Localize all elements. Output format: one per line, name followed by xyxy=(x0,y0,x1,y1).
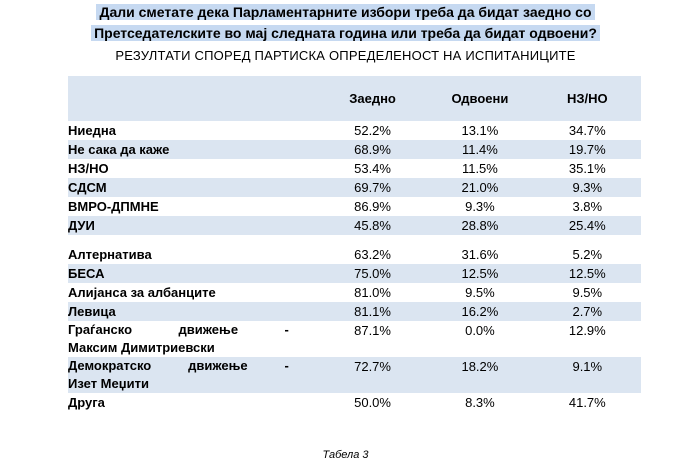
row-label-word-1: Демократско xyxy=(68,358,152,373)
question-line-1: Дали сметате дека Парламентарните избори… xyxy=(96,4,595,20)
row-label: Не сака да каже xyxy=(68,140,319,159)
row-label: НЗ/НО xyxy=(68,161,109,176)
table-spacer xyxy=(68,235,641,245)
cell-separate: 0.0% xyxy=(465,323,495,338)
cell-dont-know: 2.7% xyxy=(533,302,641,321)
cell-together: 81.1% xyxy=(318,302,427,321)
row-label-line-1: Граѓанско движење - xyxy=(68,321,319,339)
cell-dont-know: 3.8% xyxy=(572,199,603,214)
cell-separate: 21.0% xyxy=(426,178,534,197)
row-label-line-2: Изет Меџити xyxy=(68,376,149,391)
cell-dont-know: 5.2% xyxy=(572,247,603,262)
cell-dont-know: 9.3% xyxy=(533,178,641,197)
row-label-word-2: движење xyxy=(178,322,239,337)
cell-dont-know: 9.5% xyxy=(572,285,603,300)
cell-together: 68.9% xyxy=(318,140,427,159)
row-label-word-2: движење xyxy=(188,358,248,373)
cell-separate: 28.8% xyxy=(426,216,534,235)
column-header-dont-know: НЗ/НО xyxy=(533,76,641,121)
row-label-word-1: Граѓанско xyxy=(68,322,133,337)
table-row: Граѓанско движење - Максим Димитриевски … xyxy=(68,321,641,357)
cell-separate: 31.6% xyxy=(461,247,499,262)
cell-together: 87.1% xyxy=(354,323,391,338)
cell-separate: 18.2% xyxy=(426,357,534,393)
table-row: НЗ/НО 53.4% 11.5% 35.1% xyxy=(68,159,641,178)
header-row: Заедно Одвоени НЗ/НО xyxy=(68,76,641,121)
row-label: СДСМ xyxy=(68,178,319,197)
table-row: СДСМ 69.7% 21.0% 9.3% xyxy=(68,178,641,197)
table-row: Не сака да каже 68.9% 11.4% 19.7% xyxy=(68,140,641,159)
row-label: ВМРО-ДПМНЕ xyxy=(68,199,159,214)
table-row: Левица 81.1% 16.2% 2.7% xyxy=(68,302,641,321)
cell-dont-know: 25.4% xyxy=(533,216,641,235)
table-row: БЕСА 75.0% 12.5% 12.5% xyxy=(68,264,641,283)
cell-together: 53.4% xyxy=(354,161,391,176)
results-table: Заедно Одвоени НЗ/НО Ниедна 52.2% 13.1% … xyxy=(68,76,641,412)
row-label: Ниедна xyxy=(68,123,116,138)
cell-together: 86.9% xyxy=(354,199,391,214)
column-header-separate: Одвоени xyxy=(426,76,534,121)
table-row: Алтернатива 63.2% 31.6% 5.2% xyxy=(68,245,641,264)
cell-separate: 11.5% xyxy=(461,161,498,176)
question-line-2: Претседателските во мај следната година … xyxy=(91,25,600,41)
cell-separate: 12.5% xyxy=(426,264,534,283)
table-row: ВМРО-ДПМНЕ 86.9% 9.3% 3.8% xyxy=(68,197,641,216)
cell-together: 50.0% xyxy=(354,395,391,410)
row-label: БЕСА xyxy=(68,264,319,283)
cell-together: 45.8% xyxy=(318,216,427,235)
cell-together: 63.2% xyxy=(354,247,391,262)
header-blank xyxy=(68,76,319,121)
question-title: Дали сметате дека Парламентарните избори… xyxy=(0,2,691,44)
cell-dont-know: 12.5% xyxy=(533,264,641,283)
cell-together: 75.0% xyxy=(318,264,427,283)
cell-together: 52.2% xyxy=(354,123,391,138)
cell-dont-know: 12.9% xyxy=(568,323,606,338)
cell-separate: 11.4% xyxy=(426,140,534,159)
table-row: Друга 50.0% 8.3% 41.7% xyxy=(68,393,641,412)
row-label: Друга xyxy=(68,395,105,410)
cell-separate: 9.5% xyxy=(465,285,495,300)
cell-dont-know: 41.7% xyxy=(568,395,606,410)
cell-separate: 13.1% xyxy=(461,123,499,138)
row-label: Алијанса за албанците xyxy=(68,285,216,300)
table-row: ДУИ 45.8% 28.8% 25.4% xyxy=(68,216,641,235)
table-row: Демократско движење - Изет Меџити 72.7% … xyxy=(68,357,641,393)
cell-dont-know: 34.7% xyxy=(568,123,606,138)
cell-together: 81.0% xyxy=(354,285,391,300)
row-label-line-2: Максим Димитриевски xyxy=(68,340,215,355)
row-label: Левица xyxy=(68,302,319,321)
row-label-dash: - xyxy=(284,322,289,337)
cell-dont-know: 9.1% xyxy=(533,357,641,393)
cell-together: 69.7% xyxy=(318,178,427,197)
cell-dont-know: 35.1% xyxy=(568,161,606,176)
table-row: Алијанса за албанците 81.0% 9.5% 9.5% xyxy=(68,283,641,302)
row-label: Граѓанско движење - Максим Димитриевски xyxy=(68,321,319,357)
cell-separate: 8.3% xyxy=(465,395,495,410)
table-row: Ниедна 52.2% 13.1% 34.7% xyxy=(68,121,641,140)
table-caption: Табела 3 xyxy=(322,449,369,461)
table-subtitle: РЕЗУЛТАТИ СПОРЕД ПАРТИСКА ОПРЕДЕЛЕНОСТ Н… xyxy=(115,48,576,63)
row-label-dash: - xyxy=(284,358,289,373)
row-label: Алтернатива xyxy=(68,247,152,262)
row-label-line-1: Демократско движење - xyxy=(68,357,319,375)
row-label: ДУИ xyxy=(68,216,319,235)
column-header-together: Заедно xyxy=(318,76,427,121)
row-label: Демократско движење - Изет Меџити xyxy=(68,357,319,393)
cell-separate: 16.2% xyxy=(426,302,534,321)
cell-dont-know: 19.7% xyxy=(533,140,641,159)
cell-separate: 9.3% xyxy=(465,199,495,214)
cell-together: 72.7% xyxy=(318,357,427,393)
